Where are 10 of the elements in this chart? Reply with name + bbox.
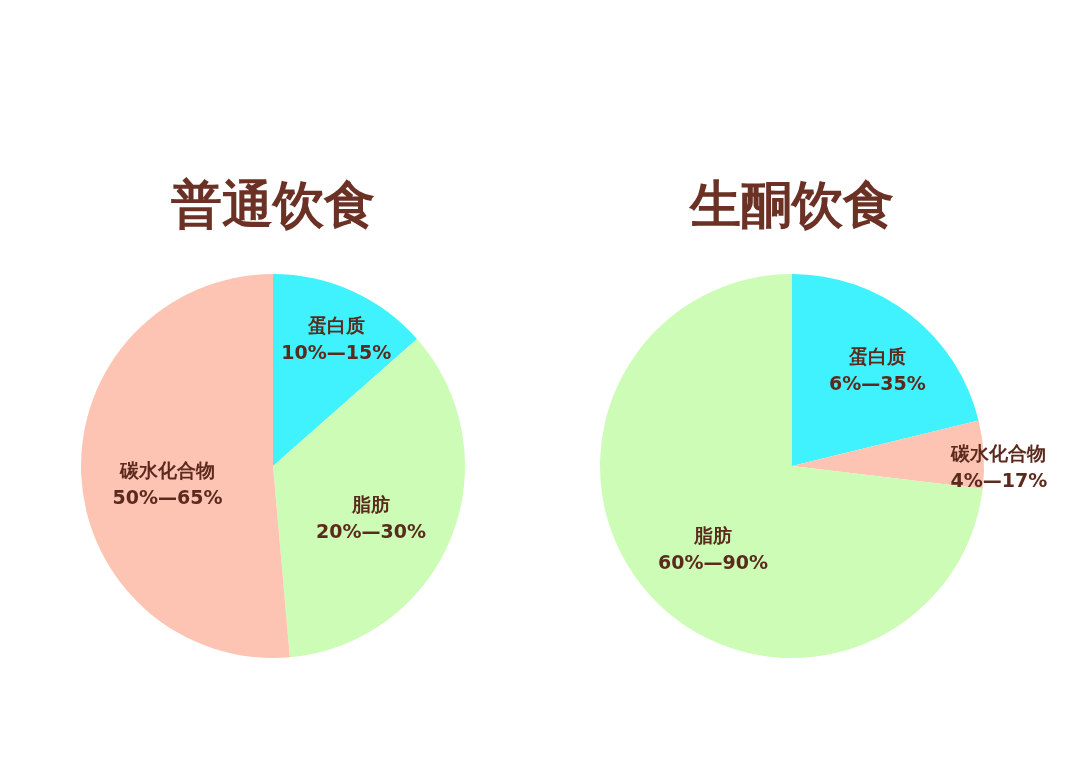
slice-label: 碳水化合物 50%—65% — [112, 458, 223, 508]
slice-label: 碳水化合物 4%—17% — [950, 441, 1048, 491]
pie-slice — [273, 274, 418, 466]
chart-title: 生酮饮食 — [688, 175, 894, 234]
slice-label: 脂肪 60%—90% — [658, 524, 768, 574]
slice-label: 蛋白质 10%—15% — [281, 314, 392, 364]
pie-slice — [273, 339, 465, 658]
slice-label: 脂肪 20%—30% — [316, 493, 427, 543]
slice-label: 蛋白质 6%—35% — [829, 345, 926, 395]
chart-title: 普通饮食 — [171, 175, 375, 234]
